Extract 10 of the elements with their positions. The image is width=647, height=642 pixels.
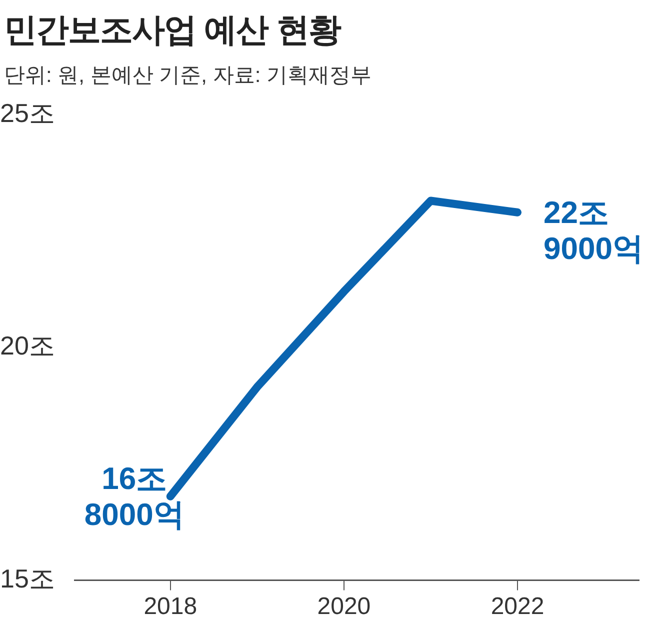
y-tick-label: 15조: [0, 563, 55, 594]
x-tick-label: 2022: [490, 593, 544, 620]
chart-subtitle: 단위: 원, 본예산 기준, 자료: 기획재정부: [4, 63, 373, 89]
x-tick-label: 2018: [144, 593, 198, 620]
annotation: 16조 8000억: [84, 460, 184, 532]
annotation: 22조 9000억: [544, 194, 644, 266]
y-tick-label: 20조: [0, 330, 55, 361]
x-tick-label: 2020: [317, 593, 371, 620]
chart-title: 민간보조사업 예산 현황: [4, 10, 342, 50]
y-tick-label: 25조: [0, 98, 55, 128]
